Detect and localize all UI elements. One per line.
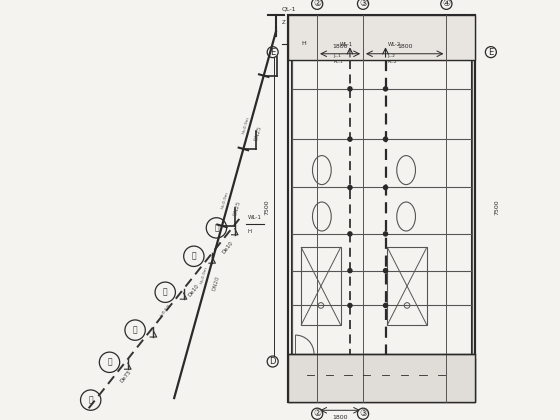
Text: ②: ② <box>313 0 321 8</box>
Bar <box>292 60 472 354</box>
Bar <box>472 16 475 402</box>
Text: 7500: 7500 <box>494 199 500 215</box>
Text: i=0.5%: i=0.5% <box>160 303 172 318</box>
Text: H: H <box>248 229 252 234</box>
Text: ④: ④ <box>442 0 450 8</box>
Text: QL-1: QL-1 <box>282 7 297 12</box>
Bar <box>288 16 475 402</box>
Text: De10: De10 <box>187 284 200 298</box>
Circle shape <box>348 232 352 236</box>
Bar <box>288 354 475 402</box>
Circle shape <box>384 137 388 141</box>
Text: 踹: 踹 <box>133 326 137 335</box>
Circle shape <box>384 87 388 91</box>
Circle shape <box>348 186 352 189</box>
Text: WL-1: WL-1 <box>340 42 353 47</box>
Text: WL-2: WL-2 <box>388 42 401 47</box>
Circle shape <box>348 269 352 273</box>
Text: DN25: DN25 <box>233 200 242 217</box>
Text: De10: De10 <box>222 240 235 255</box>
Bar <box>288 16 475 60</box>
Circle shape <box>384 269 388 273</box>
Text: 拖: 拖 <box>107 358 112 367</box>
Text: RL-1: RL-1 <box>334 60 343 64</box>
Text: H=0.9m: H=0.9m <box>242 116 250 134</box>
Text: WL-1: WL-1 <box>248 215 262 220</box>
Text: 漏: 漏 <box>192 252 196 261</box>
Text: E: E <box>270 47 276 57</box>
Circle shape <box>384 303 388 307</box>
Text: DN25: DN25 <box>254 125 263 142</box>
Text: DN20: DN20 <box>212 276 221 291</box>
Text: H=0.9m: H=0.9m <box>200 266 209 285</box>
Bar <box>288 358 475 402</box>
Text: H: H <box>302 42 306 46</box>
Text: 1800: 1800 <box>397 44 413 49</box>
Bar <box>388 247 427 325</box>
Text: 1800: 1800 <box>332 415 348 420</box>
Text: JL-2: JL-2 <box>388 54 395 58</box>
Text: E: E <box>488 47 493 57</box>
Text: ③: ③ <box>359 0 367 8</box>
Text: H=0.9m: H=0.9m <box>221 191 230 210</box>
Text: De75: De75 <box>119 369 132 383</box>
Text: ②: ② <box>313 409 321 418</box>
Text: 踹: 踹 <box>163 288 167 297</box>
Circle shape <box>348 137 352 141</box>
Bar <box>288 16 292 402</box>
Text: Z: Z <box>282 20 286 25</box>
Text: 脏: 脏 <box>88 396 93 404</box>
Text: D: D <box>269 357 276 366</box>
Text: 1800: 1800 <box>332 44 348 49</box>
Text: ③: ③ <box>359 409 367 418</box>
Text: 7500: 7500 <box>264 199 269 215</box>
Text: 漏: 漏 <box>214 223 219 232</box>
Circle shape <box>384 232 388 236</box>
Circle shape <box>384 186 388 189</box>
Circle shape <box>348 87 352 91</box>
Text: JL-1: JL-1 <box>334 54 342 58</box>
Bar <box>301 247 340 325</box>
Circle shape <box>348 303 352 307</box>
Text: RL-2: RL-2 <box>388 60 397 64</box>
